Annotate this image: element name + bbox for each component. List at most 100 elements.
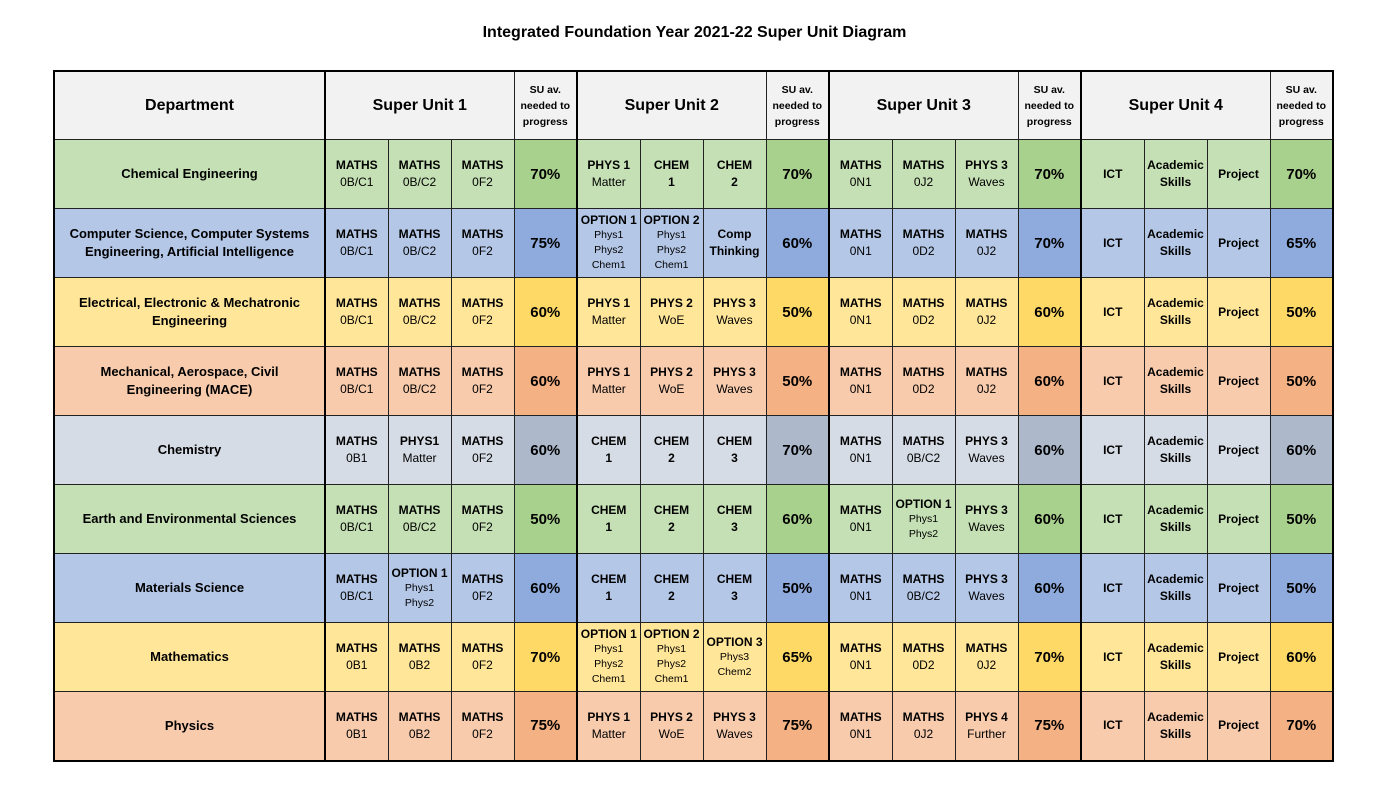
- unit-detail: Phys1: [908, 512, 939, 525]
- unit-cell: PHYS 2 WoE: [639, 277, 704, 347]
- su4-unit-cell: Academic Skills: [1143, 139, 1208, 209]
- su4-unit-cell: Project: [1206, 208, 1271, 278]
- unit-detail: 2: [668, 451, 675, 465]
- super-unit-3-header: Super Unit 3: [828, 70, 1019, 140]
- unit-code: PHYS 3: [965, 158, 1008, 172]
- unit-code: MATHS: [902, 709, 945, 724]
- unit-cell: MATHS 0N1: [828, 415, 893, 485]
- unit-detail: 0N1: [849, 313, 872, 327]
- unit-code: MATHS: [461, 158, 504, 172]
- unit-cell: MATHS 0N1: [828, 346, 893, 416]
- unit-detail: Phys2: [594, 244, 624, 256]
- unit-cell: MATHS 0B2: [387, 691, 452, 761]
- table-row: Earth and Environmental Sciences MATHS 0B/…: [53, 484, 1334, 554]
- unit-code: MATHS: [839, 158, 882, 172]
- department-name: Chemistry: [53, 415, 326, 485]
- unit-detail: 0B/C1: [340, 382, 374, 396]
- unit-cell: MATHS 0B/C2: [387, 139, 452, 209]
- unit-code: PHYS 3: [713, 365, 756, 379]
- unit-detail: 1: [605, 589, 613, 603]
- unit-detail: 0D2: [912, 382, 935, 396]
- unit-detail: 0F2: [472, 313, 493, 327]
- unit-cell: MATHS 0J2: [954, 346, 1019, 416]
- unit-code: OPTION 1: [391, 565, 448, 580]
- unit-cell: CHEM 2: [702, 139, 767, 209]
- unit-detail: 0B1: [346, 726, 368, 741]
- unit-detail: Phys2: [404, 596, 435, 609]
- unit-detail: 1: [605, 520, 613, 534]
- su3-progress-value: 70%: [1017, 139, 1082, 209]
- su1-progress-value: 75%: [513, 208, 578, 278]
- unit-detail: 0N1: [849, 451, 872, 465]
- unit-detail: 0J2: [976, 658, 997, 672]
- su2-progress-value: 50%: [765, 346, 830, 416]
- unit-cell: OPTION 2 Phys1 Phys2 Chem1: [639, 208, 704, 278]
- table-row: Computer Science, Computer Systems Engin…: [53, 208, 1334, 278]
- super-unit-2-header: Super Unit 2: [576, 70, 767, 140]
- unit-code: CHEM: [716, 158, 753, 172]
- unit-detail: Further: [967, 726, 1006, 741]
- unit-cell: MATHS 0D2: [891, 622, 956, 692]
- unit-cell: CHEM 1: [576, 415, 641, 485]
- unit-code: MATHS: [398, 365, 441, 379]
- unit-detail: 2: [731, 175, 738, 189]
- unit-detail: Phys1: [594, 229, 624, 241]
- unit-detail: 0B/C2: [402, 520, 437, 534]
- unit-detail: 0J2: [913, 175, 934, 189]
- su4-progress-value: 65%: [1269, 208, 1334, 278]
- unit-cell: CHEM 3: [702, 553, 767, 623]
- su4-unit-cell: Project: [1206, 277, 1271, 347]
- unit-detail: Waves: [716, 313, 753, 327]
- unit-code: PHYS 1: [587, 158, 631, 172]
- page-title: Integrated Foundation Year 2021-22 Super…: [482, 24, 907, 41]
- unit-code: CHEM: [716, 434, 753, 448]
- su1-progress-value: 70%: [513, 622, 578, 692]
- unit-code: MATHS: [335, 641, 378, 655]
- su4-unit-cell: Project: [1206, 484, 1271, 554]
- su2-progress-header: SU av. needed to progress: [765, 70, 830, 140]
- department-header: Department: [53, 70, 326, 140]
- unit-code: MATHS: [335, 572, 378, 586]
- su4-unit-cell: Academic Skills: [1143, 553, 1208, 623]
- unit-detail: Matter: [591, 175, 626, 189]
- unit-cell: MATHS 0F2: [450, 553, 515, 623]
- unit-detail: Waves: [716, 726, 753, 741]
- su1-progress-header: SU av. needed to progress: [513, 70, 578, 140]
- unit-detail: Waves: [968, 520, 1005, 534]
- unit-cell: MATHS 0B1: [324, 415, 389, 485]
- su1-progress-value: 60%: [513, 277, 578, 347]
- su4-unit-cell: Project: [1206, 346, 1271, 416]
- su3-progress-value: 70%: [1017, 208, 1082, 278]
- unit-detail: 0B/C2: [906, 589, 941, 603]
- unit-detail: 0F2: [472, 589, 493, 603]
- unit-detail: 0B/C1: [340, 589, 374, 603]
- unit-detail: 0N1: [849, 244, 872, 258]
- unit-code: MATHS: [902, 641, 945, 655]
- unit-cell: MATHS 0D2: [891, 277, 956, 347]
- su4-progress-value: 70%: [1269, 691, 1334, 761]
- unit-detail: 0F2: [472, 451, 493, 465]
- unit-code: MATHS: [902, 296, 945, 310]
- su4-progress-value: 50%: [1269, 484, 1334, 554]
- unit-code: MATHS: [398, 227, 441, 241]
- unit-cell: MATHS 0N1: [828, 622, 893, 692]
- unit-cell: CHEM 3: [702, 484, 767, 554]
- unit-code: MATHS: [965, 227, 1008, 241]
- su1-progress-value: 60%: [513, 553, 578, 623]
- su1-progress-value: 60%: [513, 346, 578, 416]
- department-name: Computer Science, Computer Systems Engin…: [53, 208, 326, 278]
- su2-progress-value: 70%: [765, 415, 830, 485]
- su3-progress-header: SU av. needed to progress: [1017, 70, 1082, 140]
- su4-unit-cell: Academic Skills: [1143, 415, 1208, 485]
- su1-progress-value: 60%: [513, 415, 578, 485]
- unit-detail: Phys2: [594, 658, 624, 670]
- unit-cell: PHYS 3 Waves: [702, 691, 767, 761]
- unit-code: MATHS: [902, 434, 945, 448]
- su3-progress-value: 60%: [1017, 415, 1082, 485]
- unit-cell: MATHS 0B/C2: [387, 208, 452, 278]
- unit-detail: Waves: [968, 451, 1005, 465]
- unit-cell: MATHS 0F2: [450, 139, 515, 209]
- unit-code: MATHS: [461, 296, 504, 310]
- unit-code: OPTION 1: [895, 496, 952, 511]
- unit-code: MATHS: [839, 709, 882, 724]
